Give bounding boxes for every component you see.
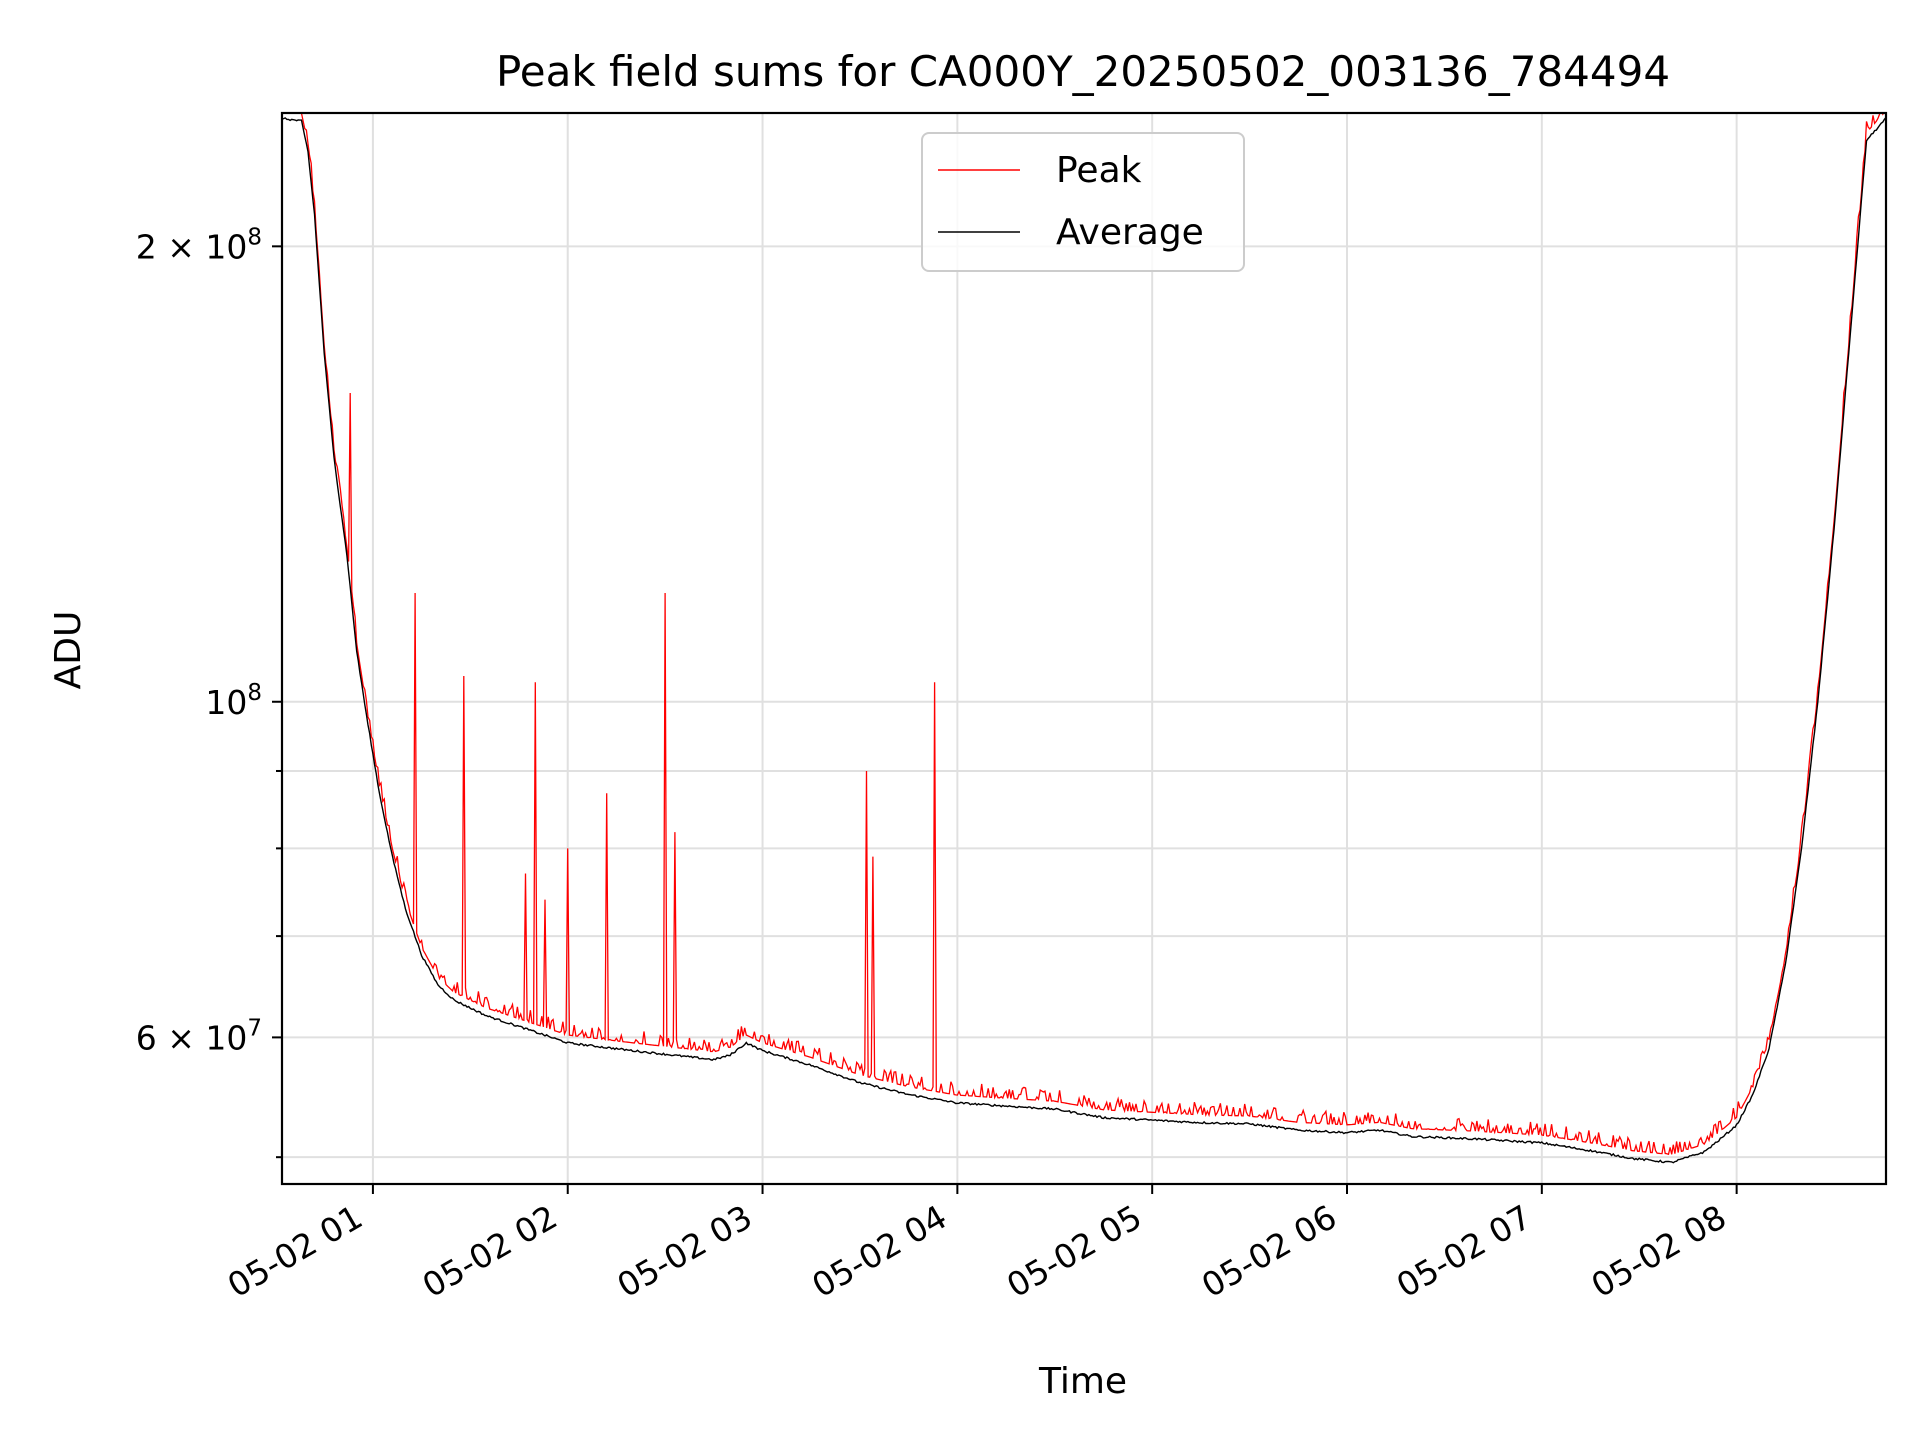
y-tick-label: 2 × 108 (136, 224, 262, 266)
chart-title: Peak field sums for CA000Y_20250502_0031… (496, 47, 1670, 96)
y-axis-label: ADU (48, 611, 89, 690)
x-tick-label: 05-02 08 (1585, 1197, 1733, 1305)
x-tick-label: 05-02 03 (611, 1197, 759, 1305)
legend-box (921, 132, 1245, 272)
x-tick-label: 05-02 01 (221, 1197, 369, 1305)
y-tick-label: 6 × 107 (136, 1015, 262, 1057)
x-tick-label: 05-02 05 (1000, 1197, 1148, 1305)
grid (282, 113, 1886, 1184)
series-line-peak (294, 113, 1885, 1156)
legend-label-average: Average (1056, 212, 1204, 253)
x-tick-label: 05-02 06 (1195, 1197, 1343, 1305)
legend-label-peak: Peak (1056, 150, 1142, 191)
legend: Peak Average (921, 132, 1245, 272)
x-axis-label: Time (1038, 1361, 1127, 1402)
y-tick-label: 108 (205, 680, 262, 722)
x-tick-label: 05-02 02 (416, 1197, 564, 1305)
x-tick-label: 05-02 04 (805, 1197, 953, 1305)
series-group (282, 113, 1886, 1164)
plot-frame (280, 111, 1888, 1186)
series-line-average (282, 116, 1886, 1164)
x-tick-label: 05-02 07 (1390, 1197, 1538, 1305)
